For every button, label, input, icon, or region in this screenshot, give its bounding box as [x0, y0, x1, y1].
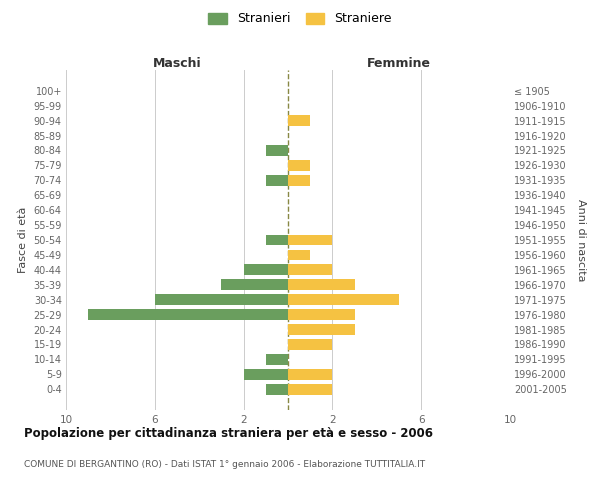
- Bar: [288, 250, 310, 260]
- Text: Maschi: Maschi: [152, 57, 202, 70]
- Text: Femmine: Femmine: [367, 57, 431, 70]
- Bar: [288, 309, 355, 320]
- Bar: [288, 369, 332, 380]
- Legend: Stranieri, Straniere: Stranieri, Straniere: [205, 8, 395, 29]
- Bar: [266, 175, 288, 186]
- Y-axis label: Anni di nascita: Anni di nascita: [577, 198, 586, 281]
- Bar: [221, 280, 288, 290]
- Bar: [288, 384, 332, 394]
- Bar: [288, 294, 399, 305]
- Bar: [288, 175, 310, 186]
- Bar: [266, 145, 288, 156]
- Bar: [288, 324, 355, 335]
- Bar: [244, 264, 288, 275]
- Bar: [288, 234, 332, 246]
- Bar: [266, 354, 288, 364]
- Bar: [266, 234, 288, 246]
- Bar: [88, 309, 288, 320]
- Bar: [266, 384, 288, 394]
- Bar: [155, 294, 288, 305]
- Bar: [288, 339, 332, 350]
- Bar: [288, 116, 310, 126]
- Bar: [288, 280, 355, 290]
- Y-axis label: Fasce di età: Fasce di età: [18, 207, 28, 273]
- Bar: [288, 264, 332, 275]
- Text: Popolazione per cittadinanza straniera per età e sesso - 2006: Popolazione per cittadinanza straniera p…: [24, 428, 433, 440]
- Bar: [244, 369, 288, 380]
- Text: COMUNE DI BERGANTINO (RO) - Dati ISTAT 1° gennaio 2006 - Elaborazione TUTTITALIA: COMUNE DI BERGANTINO (RO) - Dati ISTAT 1…: [24, 460, 425, 469]
- Bar: [288, 160, 310, 171]
